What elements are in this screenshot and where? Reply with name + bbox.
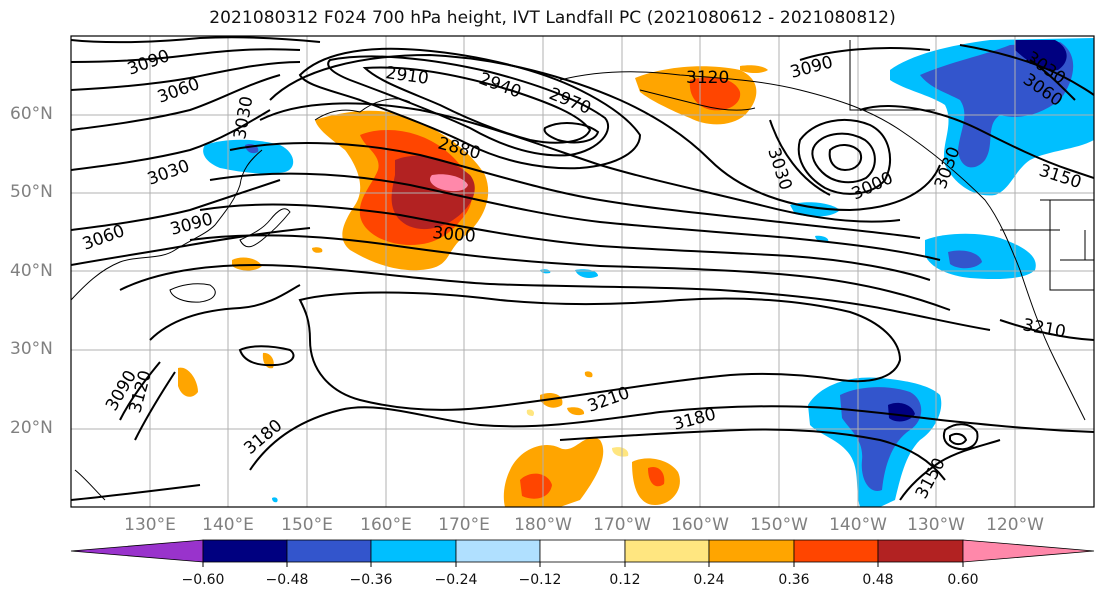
longitude-label: 140°E <box>202 515 254 535</box>
colorbar-tick-label: −0.12 <box>518 572 562 588</box>
longitude-label: 170°E <box>438 515 490 535</box>
longitude-label: 150°W <box>750 515 808 535</box>
colorbar-tick-label: −0.60 <box>181 572 225 588</box>
longitude-label: 150°E <box>281 515 333 535</box>
height-contours <box>71 36 1094 501</box>
longitude-label: 180°W <box>514 515 572 535</box>
colorbar-tick-label: 0.12 <box>609 572 641 588</box>
colorbar-tick-label: −0.48 <box>265 572 309 588</box>
map-title: 2021080312 F024 700 hPa height, IVT Land… <box>209 8 896 28</box>
colorbar-tick-label: 0.24 <box>693 572 725 588</box>
colorbar-tick-label: 0.60 <box>947 572 979 588</box>
contour-label: 3120 <box>686 68 729 88</box>
longitude-label: 160°E <box>360 515 412 535</box>
ivt-negative-shading <box>203 38 1094 507</box>
longitude-label: 170°W <box>593 515 651 535</box>
longitude-label: 160°W <box>671 515 729 535</box>
latitude-label: 30°N <box>10 339 53 359</box>
colorbar-tick-label: −0.24 <box>434 572 478 588</box>
longitude-label: 140°W <box>829 515 887 535</box>
latitude-label: 50°N <box>10 182 53 202</box>
longitude-label: 120°W <box>986 515 1044 535</box>
contour-label: 3000 <box>432 223 477 247</box>
colorbar-tick-label: −0.36 <box>349 572 393 588</box>
colorbar-ticks <box>202 562 964 567</box>
colorbar-tick-label: 0.48 <box>862 572 894 588</box>
longitude-label: 130°W <box>907 515 965 535</box>
graticule <box>71 36 1094 507</box>
colorbar-tick-label: 0.36 <box>778 572 810 588</box>
latitude-label: 60°N <box>10 104 53 124</box>
latitude-label: 40°N <box>10 261 53 281</box>
colorbar <box>70 539 1095 563</box>
map-frame <box>70 35 1095 508</box>
latitude-label: 20°N <box>10 418 53 438</box>
coastlines <box>71 40 1094 501</box>
longitude-label: 130°E <box>124 515 176 535</box>
